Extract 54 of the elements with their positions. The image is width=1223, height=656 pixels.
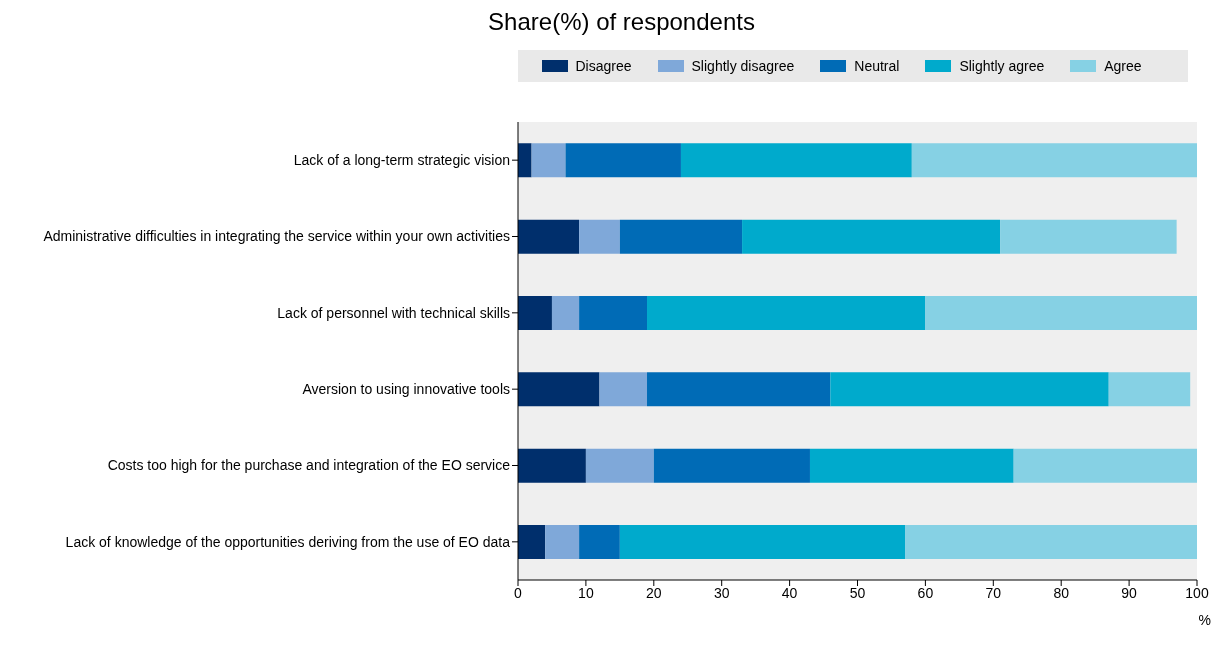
- legend-label: Slightly disagree: [690, 58, 795, 74]
- chart-title: Share(%) of respondents: [487, 8, 756, 36]
- bar: [518, 219, 580, 254]
- bar: [518, 143, 532, 178]
- bar: [1013, 448, 1197, 483]
- x-tick-label: 30: [713, 584, 730, 601]
- bar: [809, 448, 1014, 483]
- bar: [518, 296, 552, 331]
- legend-label: Agree: [1103, 58, 1142, 74]
- bar: [653, 448, 810, 483]
- x-tick-label: 40: [781, 584, 798, 601]
- x-tick-label: 0: [514, 584, 523, 601]
- bar: [579, 525, 620, 560]
- bar: [647, 372, 831, 407]
- bar: [1000, 219, 1177, 254]
- bar: [518, 525, 546, 560]
- x-tick-label: 80: [1053, 584, 1070, 601]
- bar: [579, 219, 620, 254]
- x-tick-label: 70: [985, 584, 1002, 601]
- bar: [925, 296, 1197, 331]
- y-tick-label: Lack of a long-term strategic vision: [293, 152, 510, 169]
- y-tick-label: Aversion to using innovative tools: [302, 381, 510, 398]
- bar: [742, 219, 1001, 254]
- x-tick-label: 20: [646, 584, 662, 601]
- bar: [647, 296, 926, 331]
- bar: [585, 448, 654, 483]
- bar: [905, 525, 1197, 560]
- x-tick-label: 90: [1121, 584, 1138, 601]
- bar: [1108, 372, 1191, 407]
- bar: [579, 296, 648, 331]
- bar: [545, 525, 580, 560]
- bar: [830, 372, 1109, 407]
- x-tick-label: 50: [849, 584, 866, 601]
- x-axis-title: %: [1198, 612, 1211, 628]
- bar: [619, 219, 743, 254]
- legend-label: Disagree: [574, 58, 632, 74]
- bar: [599, 372, 648, 407]
- x-tick-label: 60: [917, 584, 934, 601]
- bar: [531, 143, 566, 178]
- legend-label: Neutral: [853, 58, 900, 74]
- x-tick-label: 100: [1185, 584, 1209, 601]
- bar: [518, 448, 586, 483]
- bar: [551, 296, 580, 331]
- bar: [680, 143, 912, 178]
- bar: [518, 372, 600, 407]
- y-tick-label: Costs too high for the purchase and integration of the EO service: [107, 457, 511, 474]
- y-tick-label: Lack of knowledge of the opportunities deriving from the use of EO data: [65, 533, 511, 550]
- bar: [565, 143, 681, 178]
- y-tick-label: Administrative difficulties in integrating the service within your own activities: [43, 228, 510, 245]
- x-tick-label: 10: [578, 584, 594, 601]
- bar: [911, 143, 1197, 178]
- legend-label: Slightly agree: [958, 58, 1045, 74]
- y-tick-label: Lack of personnel with technical skills: [277, 304, 510, 321]
- bar: [619, 525, 906, 560]
